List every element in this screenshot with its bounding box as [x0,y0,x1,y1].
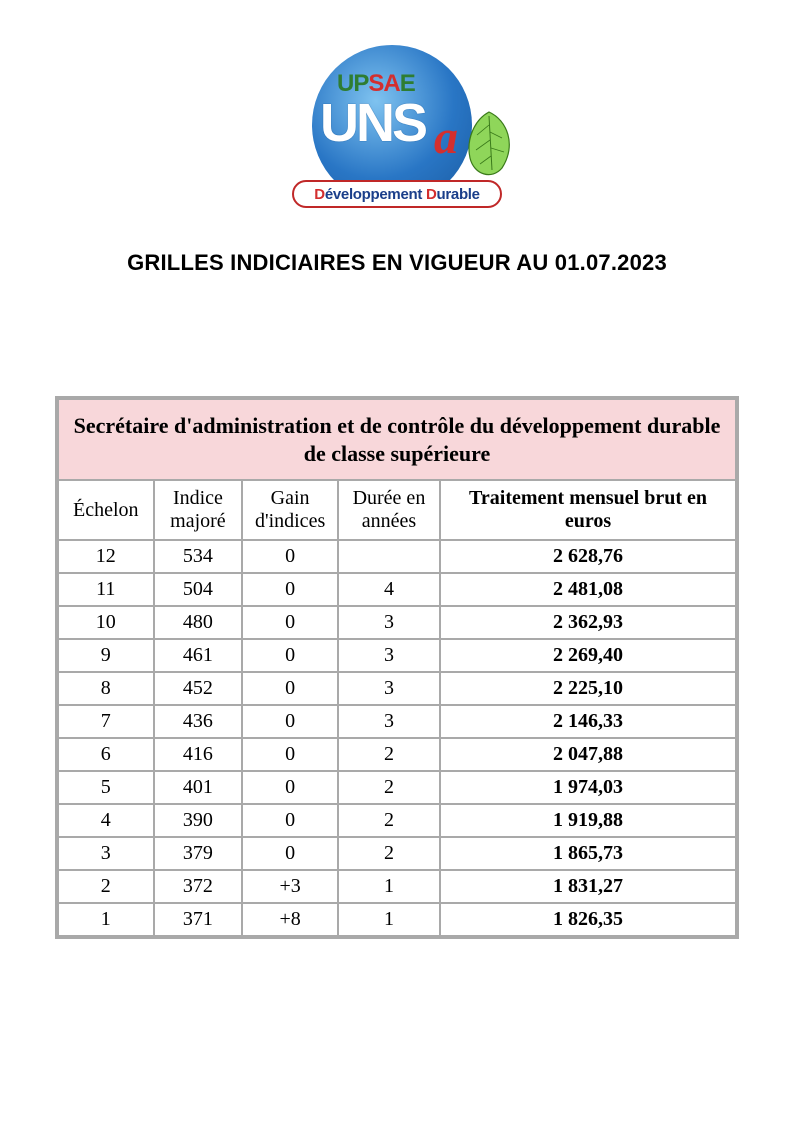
cell-traitement: 2 481,08 [441,574,735,605]
cell-echelon: 6 [59,739,153,770]
col-duree: Durée en années [339,481,439,539]
logo-container: UPSAE UNS a Développement Durable [55,40,739,220]
table-row: 9461032 269,40 [59,640,735,671]
cell-traitement: 1 919,88 [441,805,735,836]
cell-gain: 0 [243,673,337,704]
cell-indice: 504 [155,574,242,605]
cell-echelon: 3 [59,838,153,869]
col-gain: Gain d'indices [243,481,337,539]
table-heading: Secrétaire d'administration et de contrô… [59,400,735,479]
cell-duree: 3 [339,640,439,671]
cell-gain: +8 [243,904,337,935]
cell-duree: 3 [339,706,439,737]
table-body: 1253402 628,7611504042 481,0810480032 36… [59,541,735,935]
cell-traitement: 2 269,40 [441,640,735,671]
cell-echelon: 7 [59,706,153,737]
table-row: 7436032 146,33 [59,706,735,737]
table-row: 6416022 047,88 [59,739,735,770]
cell-indice: 436 [155,706,242,737]
cell-gain: 0 [243,541,337,572]
cell-traitement: 1 831,27 [441,871,735,902]
cell-duree: 2 [339,772,439,803]
cell-traitement: 2 628,76 [441,541,735,572]
cell-gain: 0 [243,640,337,671]
logo-banner: Développement Durable [292,180,502,208]
cell-duree: 2 [339,739,439,770]
table-row: 2372+311 831,27 [59,871,735,902]
cell-duree: 1 [339,871,439,902]
table-row: 10480032 362,93 [59,607,735,638]
cell-traitement: 2 146,33 [441,706,735,737]
col-indice: Indice majoré [155,481,242,539]
page-title: GRILLES INDICIAIRES EN VIGUEUR AU 01.07.… [55,250,739,276]
cell-traitement: 2 225,10 [441,673,735,704]
table-row: 3379021 865,73 [59,838,735,869]
cell-traitement: 1 826,35 [441,904,735,935]
table-row: 11504042 481,08 [59,574,735,605]
logo-unsa-text: UNS [320,92,425,154]
leaf-icon [462,110,517,180]
cell-duree: 4 [339,574,439,605]
col-traitement: Traitement mensuel brut en euros [441,481,735,539]
table-row: 4390021 919,88 [59,805,735,836]
cell-gain: 0 [243,805,337,836]
cell-gain: 0 [243,607,337,638]
cell-gain: 0 [243,838,337,869]
banner-d2: D [426,186,437,203]
cell-indice: 461 [155,640,242,671]
cell-traitement: 2 362,93 [441,607,735,638]
cell-duree: 1 [339,904,439,935]
cell-duree: 2 [339,838,439,869]
cell-indice: 390 [155,805,242,836]
cell-echelon: 8 [59,673,153,704]
cell-gain: 0 [243,706,337,737]
cell-traitement: 1 865,73 [441,838,735,869]
banner-mid1: éveloppement [325,186,426,203]
table-row: 5401021 974,03 [59,772,735,803]
logo-cursive-a: a [434,110,458,165]
cell-duree [339,541,439,572]
unsa-logo: UPSAE UNS a Développement Durable [282,40,512,220]
cell-echelon: 12 [59,541,153,572]
cell-echelon: 11 [59,574,153,605]
cell-indice: 401 [155,772,242,803]
banner-mid2: urable [437,186,480,203]
cell-echelon: 5 [59,772,153,803]
cell-indice: 534 [155,541,242,572]
cell-duree: 3 [339,673,439,704]
cell-gain: +3 [243,871,337,902]
cell-indice: 371 [155,904,242,935]
table-row: 1371+811 826,35 [59,904,735,935]
salary-grid-table: Secrétaire d'administration et de contrô… [55,396,739,939]
cell-traitement: 2 047,88 [441,739,735,770]
cell-duree: 3 [339,607,439,638]
cell-indice: 480 [155,607,242,638]
cell-gain: 0 [243,574,337,605]
banner-d1: D [314,186,325,203]
cell-echelon: 9 [59,640,153,671]
cell-indice: 372 [155,871,242,902]
cell-echelon: 1 [59,904,153,935]
cell-indice: 379 [155,838,242,869]
cell-duree: 2 [339,805,439,836]
table-row: 125340 2 628,76 [59,541,735,572]
cell-gain: 0 [243,739,337,770]
cell-traitement: 1 974,03 [441,772,735,803]
cell-echelon: 10 [59,607,153,638]
cell-indice: 416 [155,739,242,770]
cell-echelon: 2 [59,871,153,902]
cell-indice: 452 [155,673,242,704]
table-row: 8452032 225,10 [59,673,735,704]
col-echelon: Échelon [59,481,153,539]
cell-gain: 0 [243,772,337,803]
cell-echelon: 4 [59,805,153,836]
